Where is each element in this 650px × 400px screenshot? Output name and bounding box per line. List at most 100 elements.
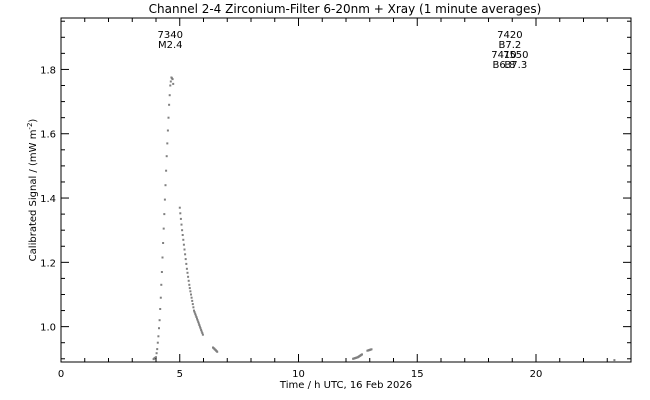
data-point: [196, 317, 198, 320]
data-point: [198, 324, 201, 326]
data-point: [216, 350, 219, 353]
data-point: [178, 206, 181, 209]
data-point: [184, 253, 187, 256]
flare-annotation-text: B6.8: [493, 60, 516, 71]
data-point: [201, 333, 204, 336]
data-point: [190, 296, 193, 299]
data-point: [165, 169, 168, 172]
flare-annotation-text: B7.3: [504, 60, 527, 71]
data-point: [186, 271, 189, 274]
data-point: [189, 290, 192, 293]
data-point: [172, 82, 175, 85]
data-point: [171, 78, 174, 81]
data-point: [168, 94, 171, 97]
flare-annotation-text: 7410: [491, 50, 516, 61]
y-tick-label: 1.4: [40, 194, 56, 205]
data-point: [166, 142, 169, 145]
data-point: [201, 332, 204, 335]
data-point: [361, 353, 363, 356]
data-point: [185, 267, 188, 270]
data-point: [197, 320, 200, 323]
data-point: [163, 198, 166, 201]
x-tick-label: 0: [58, 369, 64, 380]
data-point: [165, 155, 168, 158]
y-axis-label: Calibrated Signal / (mW m-2): [26, 119, 39, 262]
data-point: [197, 322, 200, 325]
data-point: [200, 328, 203, 331]
data-point: [188, 283, 191, 286]
data-point: [166, 129, 169, 132]
data-point: [169, 84, 172, 87]
data-point: [193, 309, 195, 312]
axis-layer: 0 5 10 15 20 1.0 1.2 1.4 1.6 1.8: [40, 18, 632, 380]
data-point: [159, 308, 162, 310]
data-point: [185, 262, 188, 265]
data-point: [194, 312, 197, 315]
data-point: [167, 116, 170, 119]
data-point: [194, 314, 197, 317]
data-point: [181, 229, 184, 232]
data-point: [181, 234, 184, 236]
data-point: [370, 348, 373, 351]
y-tick-label: 1.6: [40, 130, 56, 141]
data-point: [163, 213, 166, 216]
x-tick-label: 20: [530, 369, 543, 380]
chart-title: Channel 2-4 Zirconium-Filter 6-20nm + Xr…: [149, 2, 542, 16]
data-point: [160, 271, 163, 273]
data-point: [162, 227, 165, 230]
data-point: [187, 275, 190, 278]
y-axis-label-main: Calibrated Signal / (mW m: [28, 130, 39, 262]
data-point: [180, 223, 183, 226]
data-point: [187, 279, 190, 282]
data-point: [200, 330, 203, 333]
data-point: [182, 243, 185, 246]
data-point: [158, 327, 160, 330]
x-tick-label: 15: [411, 369, 424, 380]
y-tick-label: 1.8: [40, 65, 56, 76]
data-point: [191, 303, 194, 306]
x-axis-label: Time / h UTC, 16 Feb 2026: [279, 380, 412, 391]
flare-annotation-text: 7420: [497, 30, 522, 41]
data-point: [164, 184, 167, 187]
flare-annotation-text: 7550: [503, 50, 528, 61]
data-point: [162, 242, 165, 244]
data-point: [613, 359, 616, 362]
data-point: [198, 325, 201, 328]
data-point: [182, 238, 185, 241]
data-point: [161, 256, 164, 259]
x-tick-label: 10: [292, 369, 305, 380]
data-point: [193, 311, 196, 314]
data-point: [159, 296, 162, 299]
data-point: [160, 283, 163, 286]
data-point: [195, 316, 198, 318]
data-point: [184, 258, 187, 261]
data-point: [183, 248, 186, 251]
y-tick-label: 1.2: [40, 258, 56, 269]
y-tick-label: 1.0: [40, 323, 56, 334]
data-point: [192, 306, 195, 309]
data-point: [199, 327, 202, 330]
flare-annotation-text: B7.2: [498, 40, 521, 51]
data-point: [157, 335, 160, 338]
y-axis-label-close: ): [28, 119, 39, 123]
flare-annotation-text: 7340: [158, 30, 183, 41]
data-point: [156, 348, 159, 351]
data-point: [179, 217, 182, 220]
data-point: [155, 356, 157, 359]
flare-annotation-text: M2.4: [158, 40, 183, 51]
data-point: [158, 319, 161, 322]
data-point: [190, 293, 192, 296]
data-point: [156, 341, 159, 344]
plot-layer: [152, 76, 616, 362]
data-point: [188, 287, 191, 290]
data-point: [168, 103, 171, 106]
data-point: [169, 80, 172, 83]
data-point: [155, 352, 158, 355]
data-point: [179, 212, 182, 215]
x-tick-label: 5: [177, 369, 183, 380]
data-point: [196, 319, 199, 322]
y-axis-label-exponent: -2: [26, 123, 34, 130]
